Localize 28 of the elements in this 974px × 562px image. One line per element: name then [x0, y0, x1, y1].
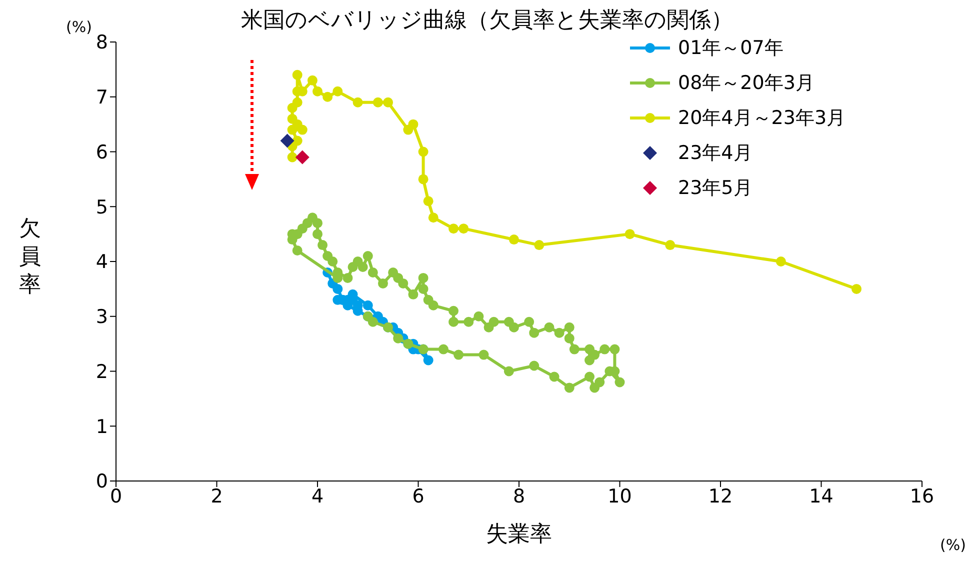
x-tick-label: 16 — [910, 485, 934, 508]
x-tick-label: 8 — [512, 485, 526, 508]
x-tick-label: 14 — [809, 485, 834, 508]
y-tick-label: 7 — [96, 86, 108, 109]
legend-label: 23年4月 — [678, 140, 752, 166]
y-axis-title: 欠員率 — [19, 216, 41, 298]
x-tick-label: 4 — [311, 485, 324, 508]
text: (%) — [940, 536, 966, 554]
y-tick-label: 5 — [96, 196, 108, 218]
x-tick-label: 2 — [210, 485, 223, 508]
legend-label: 01年～07年 — [678, 36, 784, 60]
y-tick-label: 2 — [96, 360, 108, 383]
y-tick-label: 1 — [96, 416, 108, 438]
y-tick-label: 3 — [96, 306, 108, 328]
y-tick-label: 6 — [96, 141, 108, 164]
x-tick-label: 0 — [110, 485, 122, 508]
x-axis-title: 失業率 — [486, 522, 552, 547]
legend-label: 23年5月 — [678, 176, 752, 200]
x-tick-label: 12 — [708, 485, 733, 508]
legend-label: 08年～20年3月 — [678, 70, 814, 96]
y-tick-label: 4 — [96, 251, 108, 274]
x-tick-label: 6 — [412, 485, 424, 508]
y-tick-label: 8 — [96, 32, 108, 54]
text: (%) — [66, 18, 92, 36]
x-tick-label: 10 — [608, 485, 632, 508]
chart-title: 米国のベバリッジ曲線（欠員率と失業率の関係） — [241, 8, 733, 33]
y-tick-label: 0 — [96, 470, 108, 493]
legend-label: 20年4月～23年3月 — [678, 106, 846, 130]
